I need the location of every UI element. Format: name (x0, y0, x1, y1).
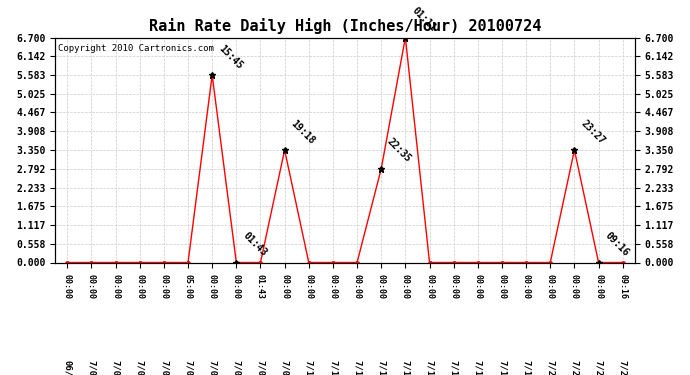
Text: Copyright 2010 Cartronics.com: Copyright 2010 Cartronics.com (58, 44, 214, 53)
Text: 00:00: 00:00 (328, 274, 337, 299)
Text: 7/04: 7/04 (159, 360, 168, 375)
Text: 7/03: 7/03 (135, 360, 144, 375)
Text: 00:00: 00:00 (87, 274, 96, 299)
Text: 09:16: 09:16 (618, 274, 627, 299)
Text: 00:00: 00:00 (304, 274, 313, 299)
Text: 7/08: 7/08 (256, 360, 265, 375)
Title: Rain Rate Daily High (Inches/Hour) 20100724: Rain Rate Daily High (Inches/Hour) 20100… (149, 18, 541, 33)
Text: 7/21: 7/21 (570, 360, 579, 375)
Text: 7/18: 7/18 (497, 360, 506, 375)
Text: 00:00: 00:00 (425, 274, 434, 299)
Text: 7/19: 7/19 (522, 360, 531, 375)
Text: 7/10: 7/10 (304, 360, 313, 375)
Text: 23:27: 23:27 (579, 118, 607, 146)
Text: 05:00: 05:00 (184, 274, 193, 299)
Text: 7/09: 7/09 (280, 360, 289, 375)
Text: 7/07: 7/07 (232, 360, 241, 375)
Text: 00:00: 00:00 (232, 274, 241, 299)
Text: 00:00: 00:00 (159, 274, 168, 299)
Text: 7/05: 7/05 (184, 360, 193, 375)
Text: 7/23: 7/23 (618, 360, 627, 375)
Text: 09:16: 09:16 (603, 231, 631, 258)
Text: 00:00: 00:00 (497, 274, 506, 299)
Text: 15:45: 15:45 (217, 43, 244, 71)
Text: 00:00: 00:00 (546, 274, 555, 299)
Text: 00:00: 00:00 (280, 274, 289, 299)
Text: 00:00: 00:00 (353, 274, 362, 299)
Text: 7/14: 7/14 (401, 360, 410, 375)
Text: 00:00: 00:00 (111, 274, 120, 299)
Text: 01:11: 01:11 (410, 6, 437, 33)
Text: 7/17: 7/17 (473, 360, 482, 375)
Text: 22:35: 22:35 (386, 137, 413, 165)
Text: 7/02: 7/02 (111, 360, 120, 375)
Text: 00:00: 00:00 (401, 274, 410, 299)
Text: 00:00: 00:00 (377, 274, 386, 299)
Text: 00:00: 00:00 (594, 274, 603, 299)
Text: 00:00: 00:00 (449, 274, 458, 299)
Text: 00:00: 00:00 (63, 274, 72, 299)
Text: 06/30: 06/30 (63, 360, 72, 375)
Text: 7/16: 7/16 (449, 360, 458, 375)
Text: 01:43: 01:43 (241, 231, 268, 258)
Text: 7/12: 7/12 (353, 360, 362, 375)
Text: 00:00: 00:00 (473, 274, 482, 299)
Text: 19:18: 19:18 (289, 118, 317, 146)
Text: 00:00: 00:00 (208, 274, 217, 299)
Text: 00:00: 00:00 (570, 274, 579, 299)
Text: 7/15: 7/15 (425, 360, 434, 375)
Text: 7/13: 7/13 (377, 360, 386, 375)
Text: 00:00: 00:00 (135, 274, 144, 299)
Text: 7/11: 7/11 (328, 360, 337, 375)
Text: 01:43: 01:43 (256, 274, 265, 299)
Text: 7/20: 7/20 (546, 360, 555, 375)
Text: 7/06: 7/06 (208, 360, 217, 375)
Text: 00:00: 00:00 (522, 274, 531, 299)
Text: 7/01: 7/01 (87, 360, 96, 375)
Text: 7/22: 7/22 (594, 360, 603, 375)
